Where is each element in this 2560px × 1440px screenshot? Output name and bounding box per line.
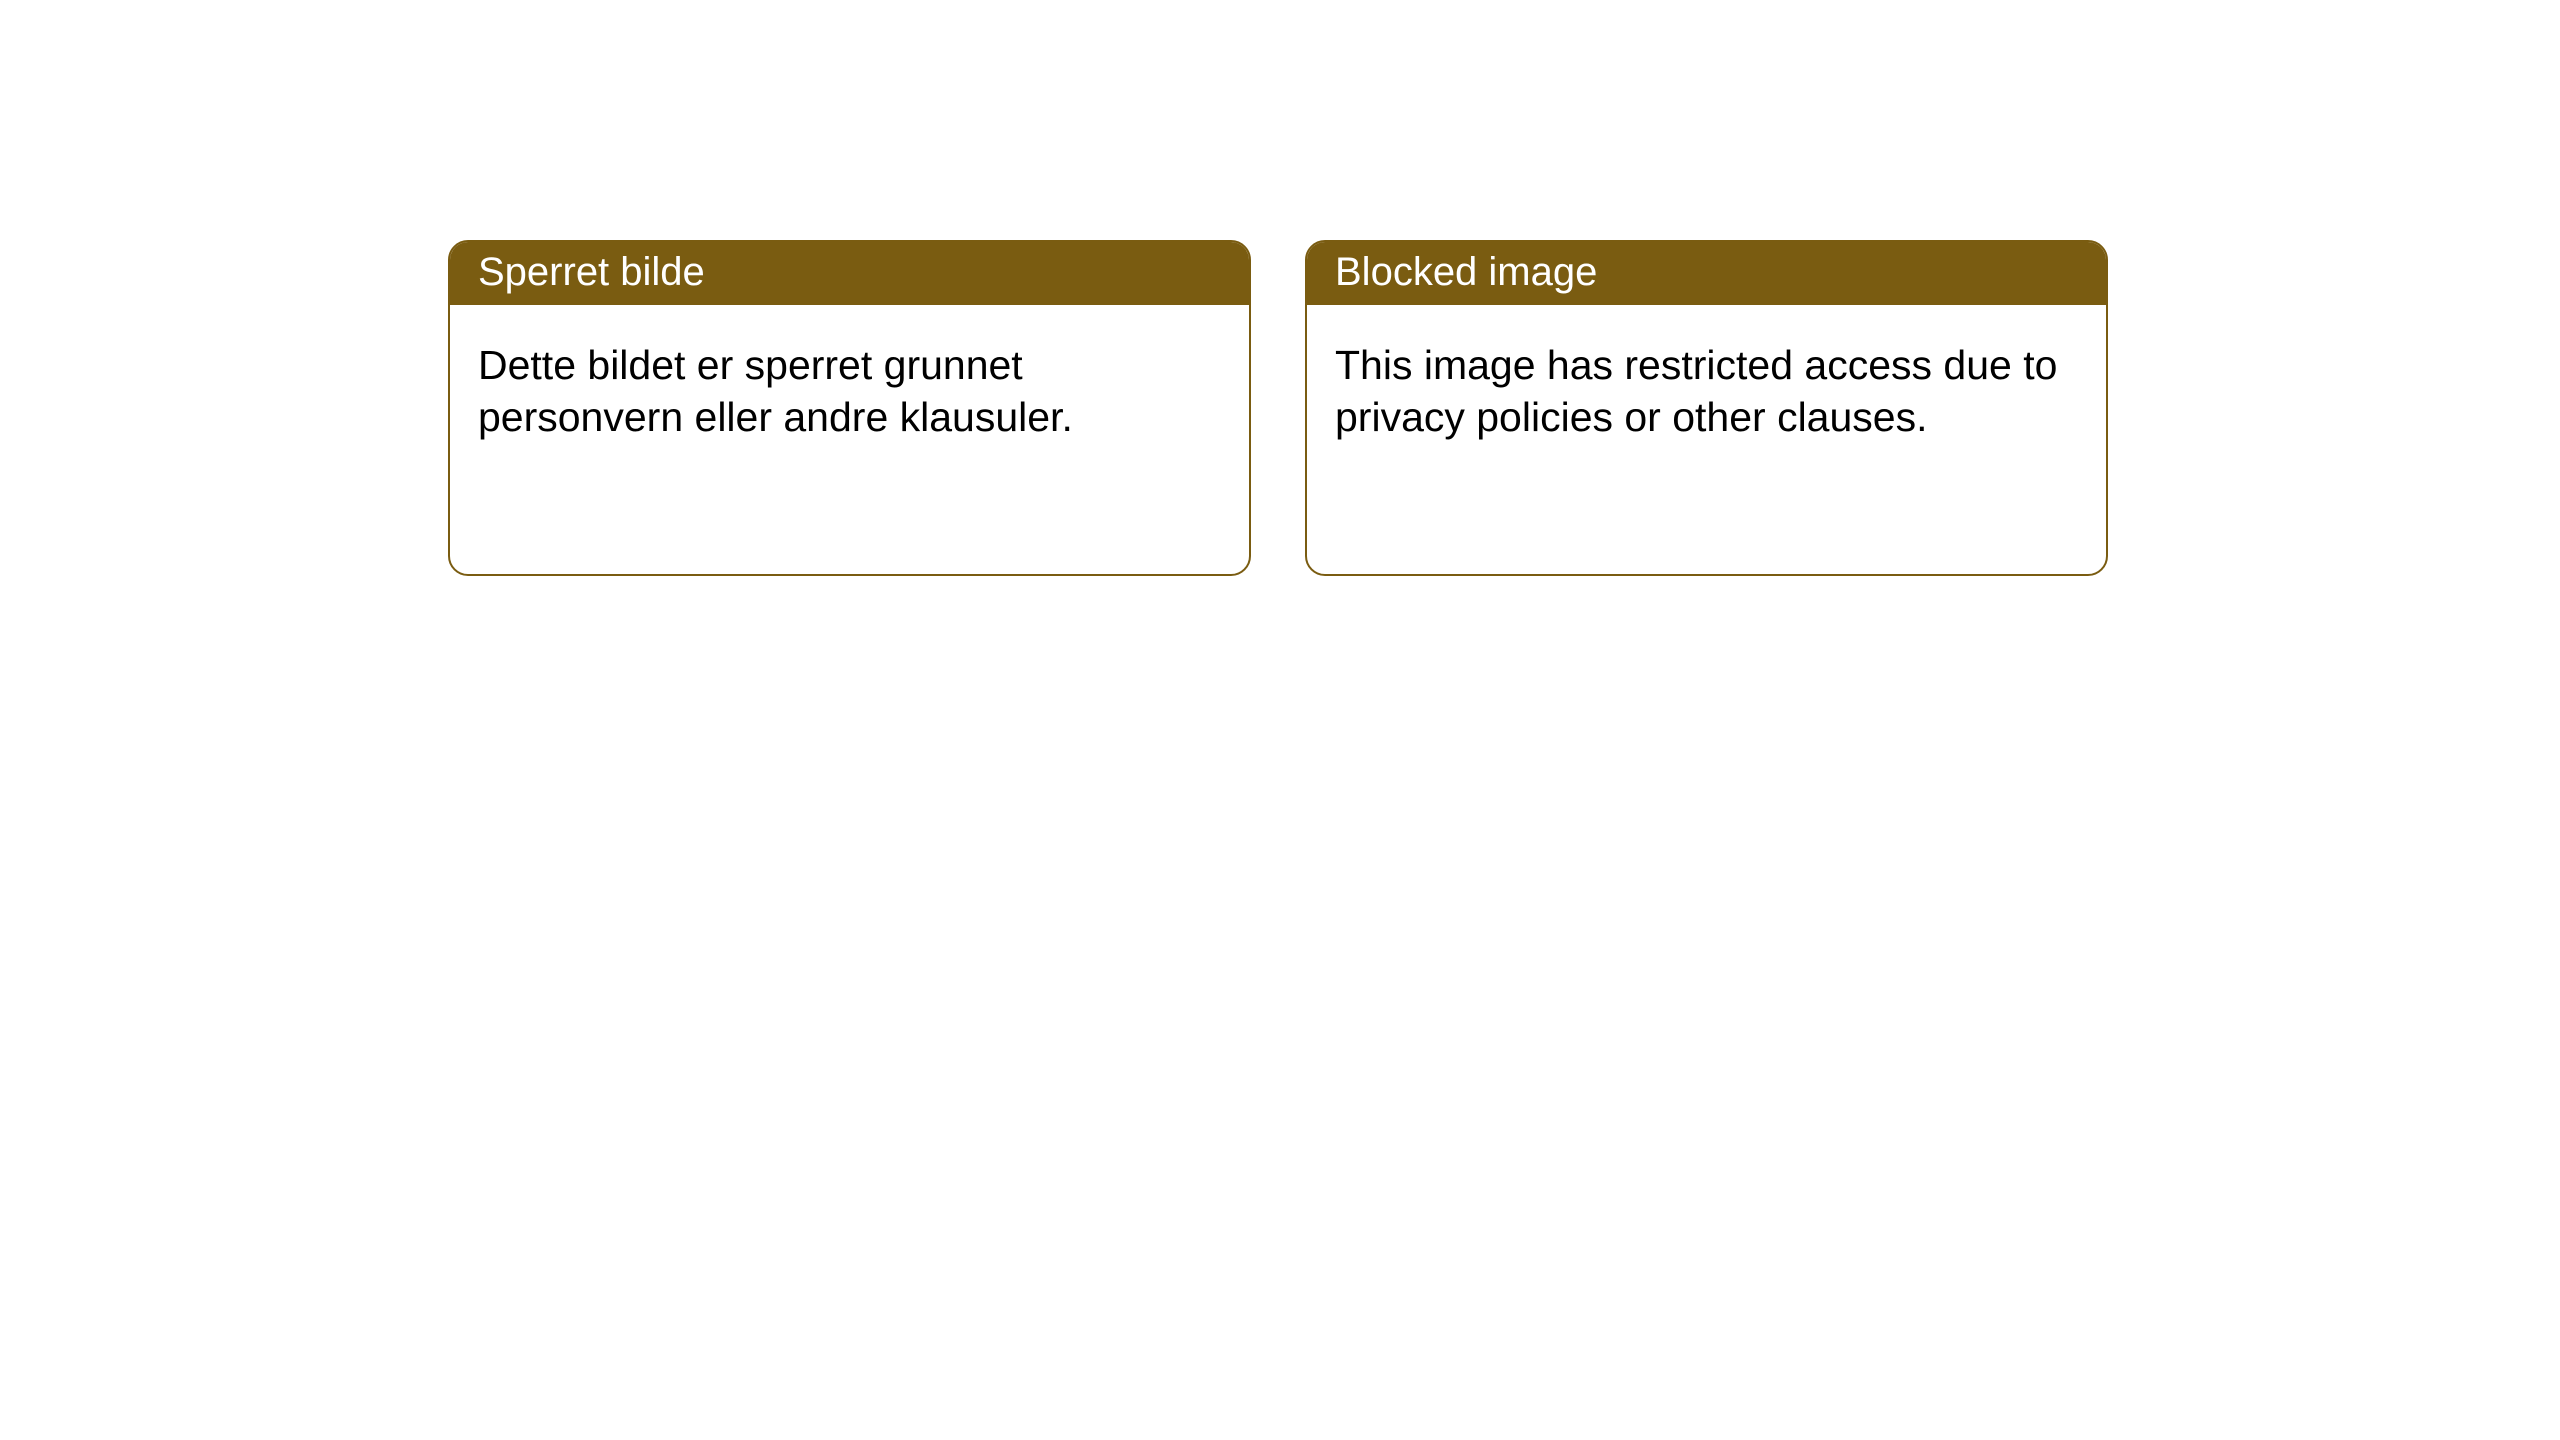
card-title-no: Sperret bilde bbox=[450, 242, 1249, 305]
blocked-image-card-en: Blocked image This image has restricted … bbox=[1305, 240, 2108, 576]
cards-container: Sperret bilde Dette bildet er sperret gr… bbox=[0, 0, 2560, 576]
card-body-en: This image has restricted access due to … bbox=[1307, 305, 2106, 478]
card-title-en: Blocked image bbox=[1307, 242, 2106, 305]
card-body-no: Dette bildet er sperret grunnet personve… bbox=[450, 305, 1249, 478]
blocked-image-card-no: Sperret bilde Dette bildet er sperret gr… bbox=[448, 240, 1251, 576]
